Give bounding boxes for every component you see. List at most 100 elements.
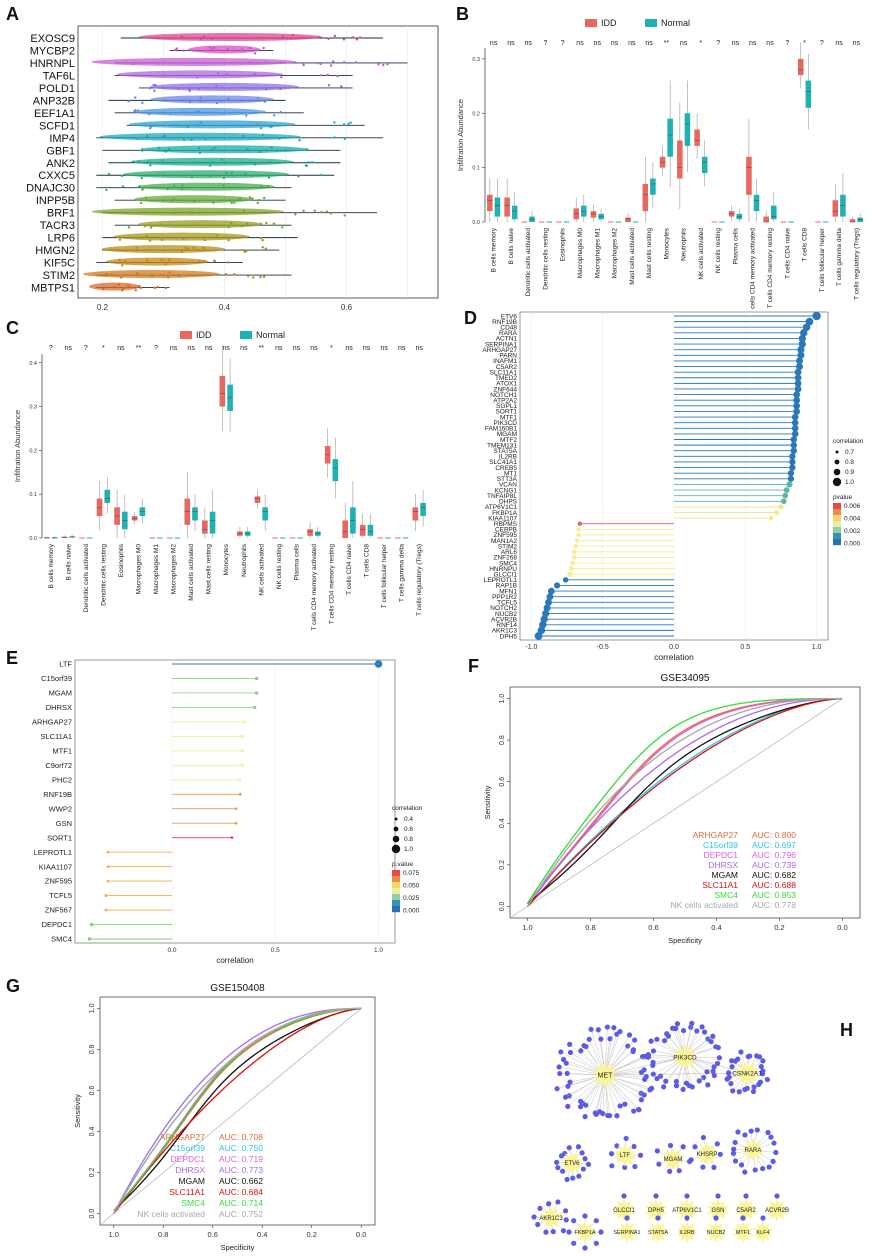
lollipop-gene-label: ZNF644: [494, 386, 518, 393]
panel-a-point: [215, 84, 218, 88]
box-signif: ?: [561, 40, 565, 47]
lollipop-gene-label: LTF: [59, 660, 72, 669]
panel-a-point: [157, 146, 161, 149]
legend-idd-label: IDD: [196, 330, 212, 340]
network-node: [556, 1064, 562, 1070]
network-node: [725, 1070, 732, 1076]
box-iqr: [262, 507, 268, 521]
panel-a-point: [160, 258, 163, 262]
lollipop-dot: [87, 937, 92, 941]
panel-a-point: [182, 211, 185, 214]
panel-a-point: [126, 284, 130, 288]
box-iqr: [104, 489, 111, 503]
lollipop-xtick: 0.0: [168, 947, 177, 954]
box-signif: ns: [363, 345, 371, 352]
roc-legend-auc: AUC: 0.778: [752, 900, 796, 910]
network-hub-node: [591, 1061, 619, 1089]
lollipop-dot: [546, 593, 554, 601]
network-node: [585, 1161, 592, 1167]
box-category-label: Dendritic cells resting: [542, 228, 549, 290]
roc-ytick-label: 1.0: [499, 694, 506, 704]
lollipop-gene-label: MTF1: [52, 746, 72, 755]
lollipop-gene-label: SLC11A1: [490, 369, 518, 376]
panel-a-point: [193, 200, 196, 203]
panel-a-point: [244, 172, 247, 176]
box-signif: ns: [223, 345, 231, 352]
lollipop-gene-label: CREB5: [495, 465, 517, 472]
network-bottom-node: [574, 1221, 596, 1243]
box-y-tick-label: 0.4: [29, 361, 37, 367]
box-category-label: Macrophages M2: [612, 228, 619, 279]
panel-a-point: [281, 35, 285, 38]
legend-color-swatch: [392, 894, 400, 901]
panel-a-point: [201, 74, 205, 77]
lollipop-gene-label: STIM2: [498, 543, 518, 550]
lollipop-dot: [798, 340, 806, 348]
network-node: [673, 1078, 680, 1085]
lollipop-dot: [800, 329, 808, 337]
network-node: [773, 1149, 779, 1156]
box-category-label: T cells follicular helper: [819, 227, 826, 292]
lollipop-dot: [553, 582, 561, 589]
network-node: [758, 1063, 764, 1070]
box-category-label: Eosinophils: [118, 543, 125, 577]
box-iqr: [209, 511, 216, 534]
lollipop-dot: [571, 549, 577, 555]
panel-a-gene-label: CXXC5: [38, 170, 75, 182]
box-signif: ns: [576, 40, 584, 47]
network-node: [653, 1193, 659, 1199]
lollipop-gene-label: SORT1: [47, 833, 72, 842]
panel-a-point: [204, 137, 207, 141]
box-category-label: T cells CD4 memory resting: [329, 544, 336, 624]
panel-a-point: [148, 239, 152, 242]
roc-legend-name: ARHGAP27: [693, 830, 739, 840]
panel-a-point: [190, 212, 193, 215]
lollipop-gene-label: WWP2: [49, 804, 72, 813]
network-hub-node: [539, 1206, 563, 1230]
roc-xtick-label: 0.6: [208, 1230, 218, 1239]
network-node: [742, 1086, 748, 1093]
panel-a-point: [123, 286, 127, 289]
network-node: [738, 1162, 745, 1168]
panel-a-point: [163, 134, 166, 137]
panel-a-xtick: 0.4: [219, 303, 231, 312]
panel-a-point: [259, 236, 263, 240]
panel-a-density: [106, 257, 209, 266]
lollipop-frame: [74, 659, 396, 944]
panel-a-point: [230, 221, 233, 225]
box-category-label: B cells memory: [48, 543, 55, 588]
panel-a-gene-label: TACR3: [40, 220, 75, 232]
panel-a-point: [121, 264, 124, 267]
roc-title: GSE150408: [210, 983, 265, 994]
panel-label-c: C: [6, 318, 19, 338]
network-small-label: ACVR2B: [765, 1208, 789, 1214]
panel-a-point: [144, 196, 148, 199]
panel-a-point: [149, 226, 153, 229]
panel-a-point: [174, 48, 177, 52]
network-node: [705, 1082, 711, 1088]
legend-color-swatch: [833, 509, 841, 516]
lollipop-dot: [106, 865, 110, 869]
roc-curve: [113, 1007, 362, 1214]
lollipop-dot: [540, 615, 548, 623]
lollipop-gene-label: MT1: [504, 470, 517, 477]
panel-a-density: [149, 82, 300, 91]
roc-xtick-label: 1.0: [522, 923, 532, 932]
panel-a-point: [336, 75, 339, 78]
network-node: [555, 1165, 561, 1171]
lollipop-dot: [793, 396, 800, 404]
network-node: [586, 1036, 592, 1042]
roc-legend-name: ARHGAP27: [160, 1132, 206, 1142]
lollipop-dot: [238, 792, 242, 796]
box-category-label: T cells CD4 memory resting: [767, 228, 774, 308]
network-node: [740, 1215, 746, 1221]
network-node: [567, 1049, 574, 1056]
panel-a-point: [265, 88, 268, 91]
panel-a-point: [281, 226, 284, 229]
box-iqr: [694, 129, 700, 146]
panel-a-point: [242, 209, 246, 213]
legend-color-swatch: [833, 527, 841, 534]
legend-color-title: p.value: [392, 861, 413, 868]
panel-a-gene-label: BRF1: [47, 208, 75, 220]
lollipop-dot: [780, 498, 787, 505]
